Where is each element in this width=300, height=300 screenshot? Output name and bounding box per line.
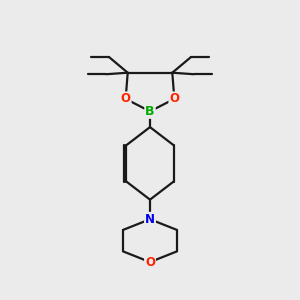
- Text: B: B: [145, 105, 155, 118]
- Text: O: O: [169, 92, 179, 105]
- Text: O: O: [121, 92, 130, 105]
- Text: N: N: [145, 213, 155, 226]
- Text: O: O: [145, 256, 155, 268]
